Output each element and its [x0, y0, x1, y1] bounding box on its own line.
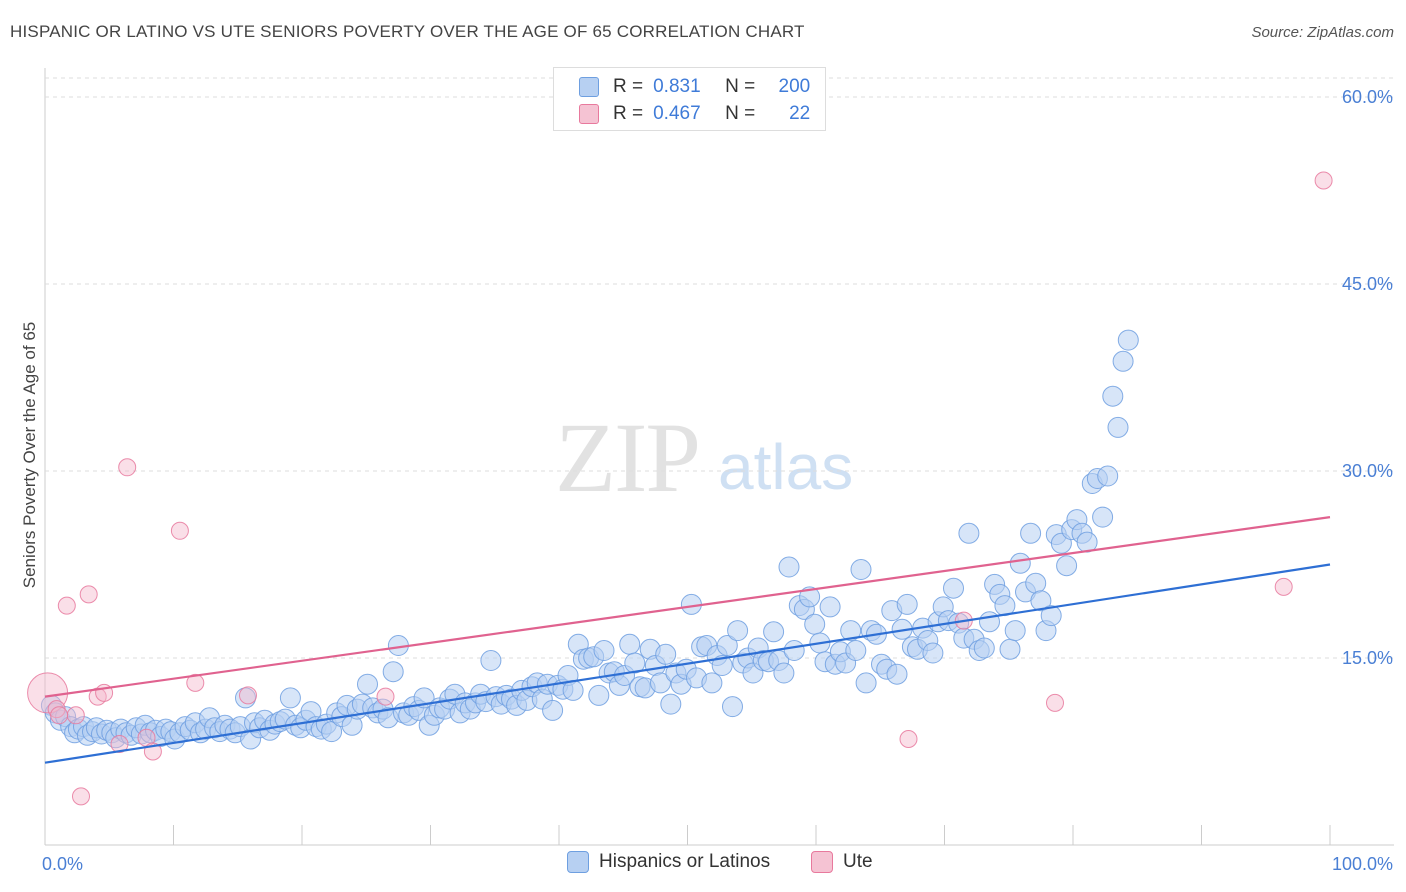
chart-title: HISPANIC OR LATINO VS UTE SENIORS POVERT… — [10, 22, 805, 41]
x-tick-label: 0.0% — [42, 854, 83, 874]
hispanic-point — [727, 620, 749, 642]
legend-item-ute: Ute — [811, 851, 873, 873]
hispanic-point — [850, 559, 872, 580]
hispanic-point — [1097, 465, 1119, 487]
hispanic-point — [855, 672, 877, 694]
hispanic-point — [619, 633, 641, 655]
y-tick-label: 60.0% — [1342, 87, 1393, 107]
ute-point — [899, 730, 918, 748]
hispanic-point — [778, 556, 800, 578]
hispanic-point — [773, 662, 795, 684]
hispanic-point — [999, 638, 1021, 660]
ute-point — [1046, 693, 1064, 712]
ute-point — [50, 706, 69, 725]
legend-item-hispanics: Hispanics or Latinos — [567, 851, 770, 873]
series-legend: Hispanics or Latinos Ute — [0, 851, 1406, 879]
hispanic-point — [357, 673, 378, 695]
legend-r-label: R = — [613, 76, 644, 97]
ute-point — [72, 787, 90, 806]
hispanic-point — [588, 684, 610, 706]
ute-point — [1314, 171, 1333, 190]
hispanic-point — [722, 696, 743, 718]
hispanic-point — [235, 687, 256, 709]
hispanic-point — [593, 640, 615, 661]
ute-point — [57, 596, 76, 615]
hispanic-point — [382, 661, 404, 683]
hispanic-point — [979, 611, 1000, 633]
hispanic-point — [943, 577, 964, 599]
legend-swatch-ute — [579, 104, 599, 124]
legend-row-hispanics: R = 0.831 N = 200 — [554, 73, 810, 101]
hispanic-point — [711, 655, 733, 676]
legend-r-value: 0.467 — [653, 103, 701, 124]
hispanic-point — [973, 637, 995, 659]
ute-point — [110, 735, 129, 753]
hispanic-point — [716, 635, 738, 656]
hispanic-point — [783, 640, 805, 661]
hispanic-point — [1040, 605, 1062, 627]
ute-point — [1274, 577, 1293, 596]
legend-swatch-hispanics — [567, 851, 589, 873]
ute-point — [239, 686, 257, 705]
hispanic-point — [763, 621, 785, 643]
hispanic-point — [1107, 416, 1129, 438]
legend-r-value: 0.831 — [653, 76, 701, 97]
x-tick-label: 100.0% — [1332, 854, 1393, 874]
ute-point — [66, 706, 85, 725]
legend-n-label: N = — [725, 76, 756, 97]
hispanic-point — [922, 642, 944, 664]
watermark-zip: ZIP — [555, 402, 701, 513]
legend-r-label: R = — [613, 103, 644, 124]
hispanic-point — [655, 643, 677, 665]
watermark-atlas: atlas — [718, 431, 854, 503]
hispanic-point — [1112, 350, 1134, 372]
legend-n-label: N = — [725, 103, 756, 124]
hispanic-point — [1009, 552, 1031, 574]
hispanic-point — [1020, 522, 1042, 544]
hispanic-point — [1056, 555, 1078, 577]
hispanic-point — [1025, 572, 1047, 594]
hispanic-point — [1102, 385, 1124, 407]
hispanic-point — [660, 693, 682, 715]
hispanic-point — [542, 699, 564, 721]
hispanic-point — [1004, 620, 1026, 642]
ute-point — [170, 521, 189, 540]
hispanic-point — [896, 593, 918, 615]
hispanic-point — [804, 613, 826, 635]
hispanic-point — [650, 672, 671, 694]
legend-label-hispanics: Hispanics or Latinos — [599, 851, 771, 872]
hispanic-point — [958, 522, 980, 544]
source-label: Source: ZipAtlas.com — [1251, 24, 1394, 41]
hispanic-point — [1117, 329, 1139, 351]
ute-point — [376, 687, 395, 706]
hispanic-point — [886, 663, 908, 685]
hispanic-point — [799, 586, 821, 608]
correlation-legend: R = 0.831 N = 200 R = 0.467 N = 22 — [553, 67, 826, 131]
hispanic-point — [845, 640, 867, 661]
hispanic-point — [624, 652, 646, 674]
legend-swatch-hispanics — [579, 77, 599, 97]
ute-point — [118, 458, 137, 477]
hispanic-point — [279, 687, 301, 709]
hispanic-trend-line — [44, 563, 1331, 764]
y-tick-label: 45.0% — [1342, 274, 1393, 294]
y-tick-label: 15.0% — [1342, 648, 1393, 668]
legend-n-value: 22 — [789, 103, 811, 124]
hispanic-point — [819, 596, 841, 618]
ute-point — [79, 585, 98, 604]
legend-n-value: 200 — [778, 76, 811, 97]
hispanic-point — [480, 650, 502, 671]
legend-swatch-ute — [811, 851, 833, 873]
hispanic-point — [1030, 590, 1052, 612]
hispanic-point — [840, 620, 862, 642]
ute-trend-line — [44, 516, 1331, 698]
legend-label-ute: Ute — [843, 851, 873, 872]
hispanic-point — [1092, 506, 1114, 528]
ute-point — [186, 673, 205, 692]
y-tick-label: 30.0% — [1342, 461, 1393, 481]
legend-row-ute: R = 0.467 N = 22 — [554, 100, 810, 128]
hispanic-point — [701, 672, 723, 694]
